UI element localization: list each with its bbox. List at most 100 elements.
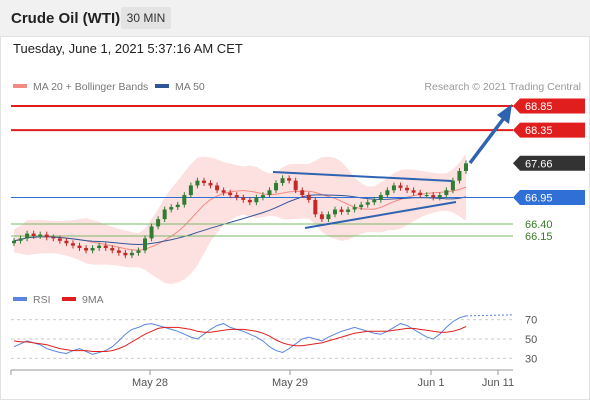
- candle-body: [287, 178, 292, 181]
- level-tag-66.95: [513, 189, 585, 205]
- timeframe-badge[interactable]: 30 MIN: [121, 7, 171, 29]
- instrument-title: Crude Oil (WTI): [11, 10, 121, 27]
- candle-body: [234, 195, 239, 198]
- candle-body: [450, 180, 455, 191]
- candle-body: [300, 190, 305, 196]
- ma20-legend-label: MA 20 + Bollinger Bands: [33, 81, 148, 93]
- candle-body: [182, 195, 187, 205]
- candle-body: [38, 234, 43, 236]
- rsi-tick-label-50: 50: [525, 334, 537, 346]
- x-tick-label: May 28: [132, 377, 168, 389]
- ma20-line: [13, 186, 467, 251]
- candle-body: [188, 185, 193, 196]
- indicator-legend: MA 20 + Bollinger Bands MA 50 Research ©…: [13, 81, 581, 93]
- candle-body: [280, 178, 285, 184]
- trend-arrow-shaft: [468, 116, 506, 165]
- rsi-legend-label: RSI: [33, 294, 51, 306]
- candle-body: [346, 209, 351, 212]
- candle-body: [221, 190, 226, 193]
- candle-body: [464, 163, 468, 171]
- ma50-legend-label: MA 50: [175, 81, 205, 93]
- candle-body: [31, 233, 36, 236]
- candle-body: [365, 202, 370, 205]
- level-tag-68.35: [513, 122, 585, 138]
- candle-body: [110, 248, 115, 251]
- ma20-legend-swatch: [13, 84, 27, 88]
- level-label-66.15: 66.15: [525, 231, 553, 243]
- candle-body: [326, 214, 331, 220]
- candle-body: [103, 245, 108, 249]
- candle-body: [293, 180, 298, 191]
- level-label-68.85: 68.85: [525, 101, 553, 113]
- candle-body: [418, 192, 423, 196]
- candle-body: [18, 238, 23, 241]
- candle-body: [372, 199, 377, 203]
- ma50-line: [13, 194, 467, 246]
- bollinger-band: [14, 153, 466, 284]
- candle-body: [97, 245, 102, 249]
- candle-body: [319, 214, 324, 220]
- candle-body: [352, 207, 357, 210]
- candle-body: [444, 190, 449, 196]
- x-tick-label: Jun 11: [482, 377, 514, 389]
- candle-body: [116, 250, 121, 253]
- candle-body: [267, 190, 272, 196]
- candle-body: [129, 252, 134, 256]
- timestamp: Tuesday, June 1, 2021 5:37:16 AM CET: [13, 41, 243, 56]
- candle-body: [208, 183, 213, 186]
- rsi-projection: [465, 314, 513, 317]
- triangle-upper-trendline: [272, 171, 453, 182]
- candle-body: [228, 192, 233, 196]
- candle-body: [64, 240, 69, 244]
- rsi-tick-label-30: 30: [525, 353, 537, 365]
- candle-body: [391, 185, 396, 191]
- level-label-67.66: 67.66: [525, 158, 553, 170]
- rsi-legend: RSI 9MA: [13, 294, 104, 306]
- candle-body: [431, 195, 436, 198]
- candle-body: [149, 226, 154, 239]
- trend-arrow-head: [497, 104, 512, 124]
- candle-body: [424, 195, 429, 197]
- candle-body: [143, 238, 148, 251]
- candle-body: [411, 190, 416, 193]
- candle-body: [405, 187, 410, 191]
- copyright-text: Research © 2021 Trading Central: [424, 81, 581, 93]
- candle-body: [359, 204, 364, 208]
- candle-body: [332, 209, 337, 215]
- candle-body: [385, 190, 390, 196]
- candle-body: [254, 197, 259, 203]
- ma9-legend-label: 9MA: [82, 294, 104, 306]
- candle-body: [437, 195, 442, 198]
- candle-body: [195, 180, 200, 186]
- candle-body: [247, 199, 252, 203]
- candle-body: [44, 234, 49, 238]
- candle-body: [51, 237, 56, 239]
- ma50-legend-swatch: [155, 84, 169, 88]
- candle-body: [215, 185, 220, 191]
- candle-body: [260, 195, 265, 198]
- candle-body: [57, 238, 62, 241]
- candle-body: [12, 240, 16, 244]
- ma9-line: [13, 326, 467, 352]
- rsi-line: [13, 315, 467, 355]
- candle-body: [156, 219, 161, 227]
- candle-body: [339, 209, 344, 212]
- level-label-66.40: 66.40: [525, 219, 553, 231]
- candle-body: [306, 195, 311, 200]
- candle-body: [123, 252, 128, 256]
- level-label-66.95: 66.95: [525, 192, 553, 204]
- candle-body: [136, 250, 141, 253]
- rsi-legend-swatch: [13, 297, 27, 301]
- candle-body: [70, 243, 75, 246]
- chart-header: Crude Oil (WTI) 30 MIN: [0, 0, 590, 37]
- candle-body: [90, 248, 95, 251]
- x-tick-label: Jun 1: [418, 377, 445, 389]
- rsi-tick-label-70: 70: [525, 315, 537, 327]
- candle-body: [84, 248, 89, 251]
- candle-body: [25, 233, 30, 239]
- candle-body: [175, 204, 180, 208]
- x-tick-label: May 29: [272, 377, 308, 389]
- candle-body: [201, 180, 206, 184]
- candle-body: [169, 207, 174, 210]
